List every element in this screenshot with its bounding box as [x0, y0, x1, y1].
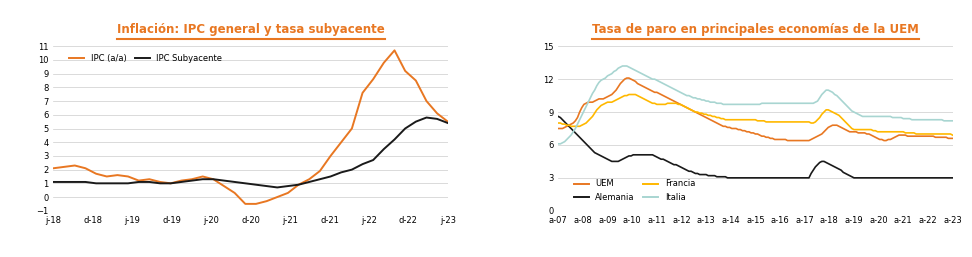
- Legend: UEM, Alemania, Francia, Italia: UEM, Alemania, Francia, Italia: [571, 176, 699, 205]
- Legend: IPC (a/a), IPC Subyacente: IPC (a/a), IPC Subyacente: [65, 50, 226, 66]
- Text: Inflación: IPC general y tasa subyacente: Inflación: IPC general y tasa subyacente: [117, 23, 385, 36]
- Text: Tasa de paro en principales economías de la UEM: Tasa de paro en principales economías de…: [592, 23, 919, 36]
